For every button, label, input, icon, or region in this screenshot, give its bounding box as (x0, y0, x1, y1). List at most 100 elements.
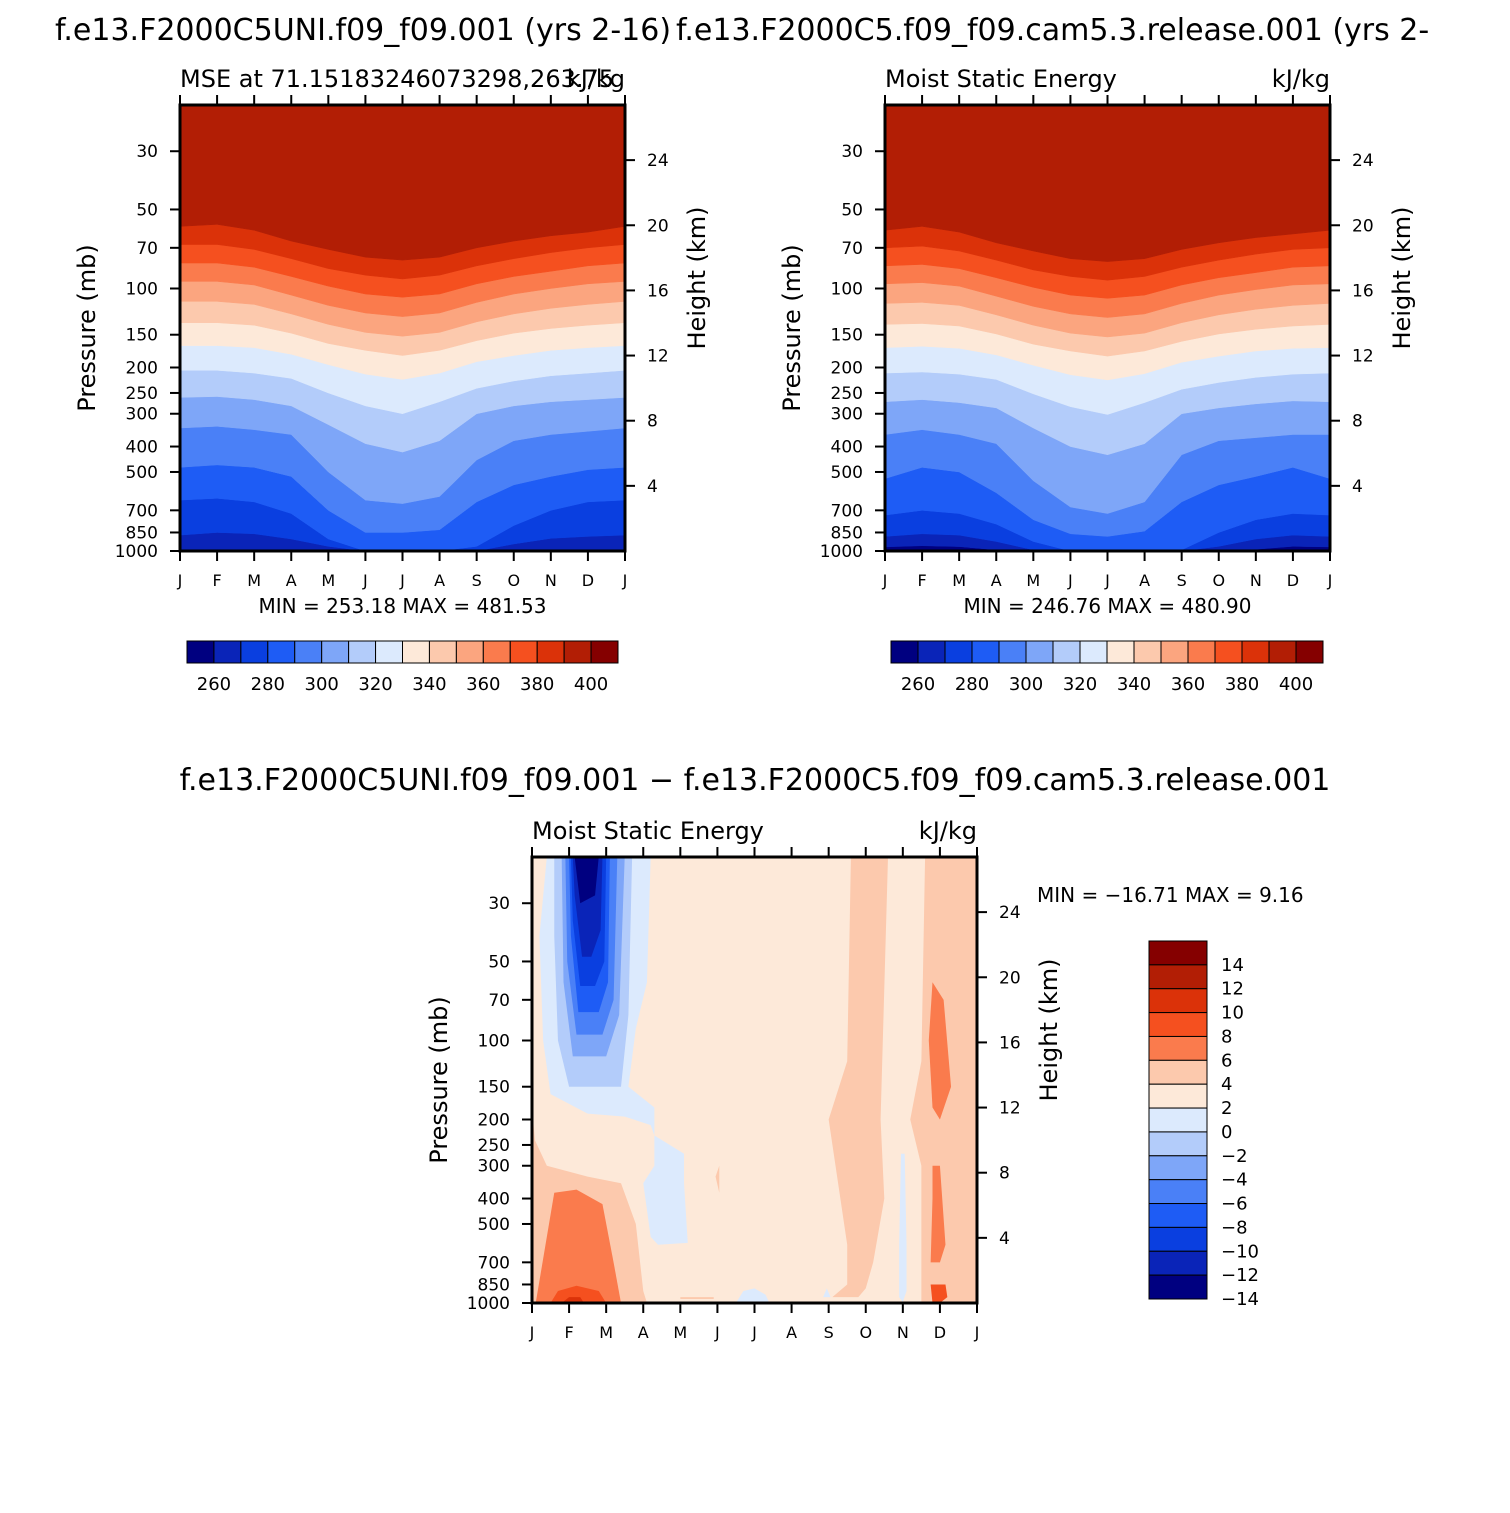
x-tick-label: S (824, 1323, 834, 1342)
colorbar-swatch (1148, 1107, 1208, 1133)
y-tick-label: 150 (478, 1078, 510, 1098)
colorbar-swatch (1148, 964, 1208, 990)
x-tick-label: S (472, 571, 482, 590)
subtitle-right: kJ/kg (1272, 65, 1330, 93)
colorbar-swatch (1187, 640, 1216, 664)
y-tick-label: 850 (478, 1275, 510, 1295)
y-tick-label: 1000 (467, 1294, 510, 1314)
colorbar-label: −2 (1221, 1146, 1248, 1167)
height-tick-label: 20 (1352, 216, 1374, 236)
x-tick-label: O (859, 1323, 872, 1342)
contour-band-pos-streak (680, 1297, 714, 1299)
y-tick-label: 1000 (115, 542, 158, 562)
colorbar-swatch (267, 640, 296, 664)
x-tick-label: N (545, 571, 557, 590)
colorbar-swatch (402, 640, 430, 664)
colorbar-swatch (1025, 640, 1054, 664)
x-tick-label: M (321, 571, 335, 590)
title-right: f.e13.F2000C5.f09_f09.cam5.3.release.001… (676, 13, 1429, 48)
colorbar-label: 400 (1279, 674, 1313, 695)
x-tick-label: A (434, 571, 445, 590)
colorbar-swatch (482, 640, 511, 664)
y-tick-label: 50 (488, 952, 510, 972)
colorbar-swatch (1148, 1179, 1208, 1205)
colorbar-label: 300 (305, 674, 339, 695)
min-max-stats: MIN = 253.18 MAX = 481.53 (258, 594, 546, 618)
colorbar-swatch (590, 640, 619, 664)
subtitle-right: kJ/kg (567, 65, 625, 93)
y-axis-label: Pressure (mb) (73, 244, 101, 411)
y-tick-label: 300 (478, 1157, 510, 1177)
height-tick-label: 16 (1352, 281, 1374, 301)
contour-band-neg-jul (735, 1288, 770, 1303)
y-tick-label: 1000 (820, 542, 863, 562)
subtitle-left: Moist Static Energy (532, 817, 764, 845)
y-tick-label: 500 (478, 1215, 510, 1235)
panel-left: 3050701001502002503004005007008501000481… (73, 65, 711, 695)
colorbar-swatch (509, 640, 538, 664)
y-tick-label: 850 (126, 523, 158, 543)
y-tick-label: 150 (831, 326, 863, 346)
colorbar-swatch (455, 640, 484, 664)
x-tick-label: O (1212, 571, 1225, 590)
colorbar-swatch (1148, 988, 1208, 1014)
x-tick-label: J (1067, 571, 1073, 590)
y-tick-label: 70 (841, 239, 863, 259)
colorbar-swatch (186, 640, 215, 664)
contour-band-pos-dec-4b (930, 1165, 946, 1263)
x-tick-label: A (1139, 571, 1150, 590)
y-tick-label: 200 (126, 359, 158, 379)
colorbar-label: 320 (1063, 674, 1097, 695)
colorbar-swatch (213, 640, 242, 664)
colorbar-swatch (294, 640, 323, 664)
height-tick-label: 12 (647, 347, 669, 367)
contour-band-pos-dec-6 (930, 1284, 948, 1303)
colorbar-label: 260 (197, 674, 231, 695)
height-tick-label: 4 (647, 477, 658, 497)
y-tick-label: 30 (136, 142, 158, 162)
colorbar-swatch (1148, 1226, 1208, 1252)
colorbar-swatch (428, 640, 457, 664)
height-tick-label: 8 (647, 412, 658, 432)
y-axis-label-right: Height (km) (1035, 959, 1063, 1102)
colorbar-label: −10 (1221, 1241, 1259, 1262)
colorbar-swatch (1148, 1274, 1208, 1300)
y-tick-label: 400 (126, 438, 158, 458)
y-axis-label: Pressure (mb) (425, 996, 453, 1163)
colorbar-label: 380 (1225, 674, 1259, 695)
contour-band-pos-sep (828, 857, 888, 1298)
colorbar-swatch (1148, 1203, 1208, 1228)
y-tick-label: 400 (831, 438, 863, 458)
x-tick-label: F (564, 1323, 573, 1342)
colorbar-swatch (1148, 1131, 1208, 1157)
colorbar-label: 340 (412, 674, 446, 695)
min-max-stats: MIN = −16.71 MAX = 9.16 (1037, 883, 1304, 907)
y-tick-label: 700 (126, 501, 158, 521)
x-tick-label: J (399, 571, 405, 590)
y-tick-label: 100 (831, 279, 863, 299)
x-tick-label: M (599, 1323, 613, 1342)
colorbar-swatch (1148, 940, 1208, 966)
colorbar-label: 4 (1221, 1074, 1232, 1095)
colorbar-swatch (1241, 640, 1270, 664)
y-tick-label: 30 (841, 142, 863, 162)
y-tick-label: 250 (126, 384, 158, 404)
x-tick-label: J (177, 571, 183, 590)
colorbar-swatch (1106, 640, 1135, 664)
colorbar-swatch (563, 640, 592, 664)
colorbar-label: 280 (955, 674, 989, 695)
colorbar-swatch (1148, 1083, 1208, 1109)
colorbar-label: −6 (1221, 1194, 1248, 1215)
height-tick-label: 24 (1352, 151, 1374, 171)
y-tick-label: 70 (136, 239, 158, 259)
x-tick-label: J (974, 1323, 980, 1342)
colorbar-label: 0 (1221, 1122, 1232, 1143)
plot-frame-icon (178, 103, 627, 553)
colorbar-label: 360 (1171, 674, 1205, 695)
y-tick-label: 500 (831, 463, 863, 483)
x-tick-label: N (1250, 571, 1262, 590)
y-axis-label-right: Height (km) (683, 207, 711, 350)
contour-band-pos-speck (715, 1165, 720, 1193)
x-tick-label: O (507, 571, 520, 590)
